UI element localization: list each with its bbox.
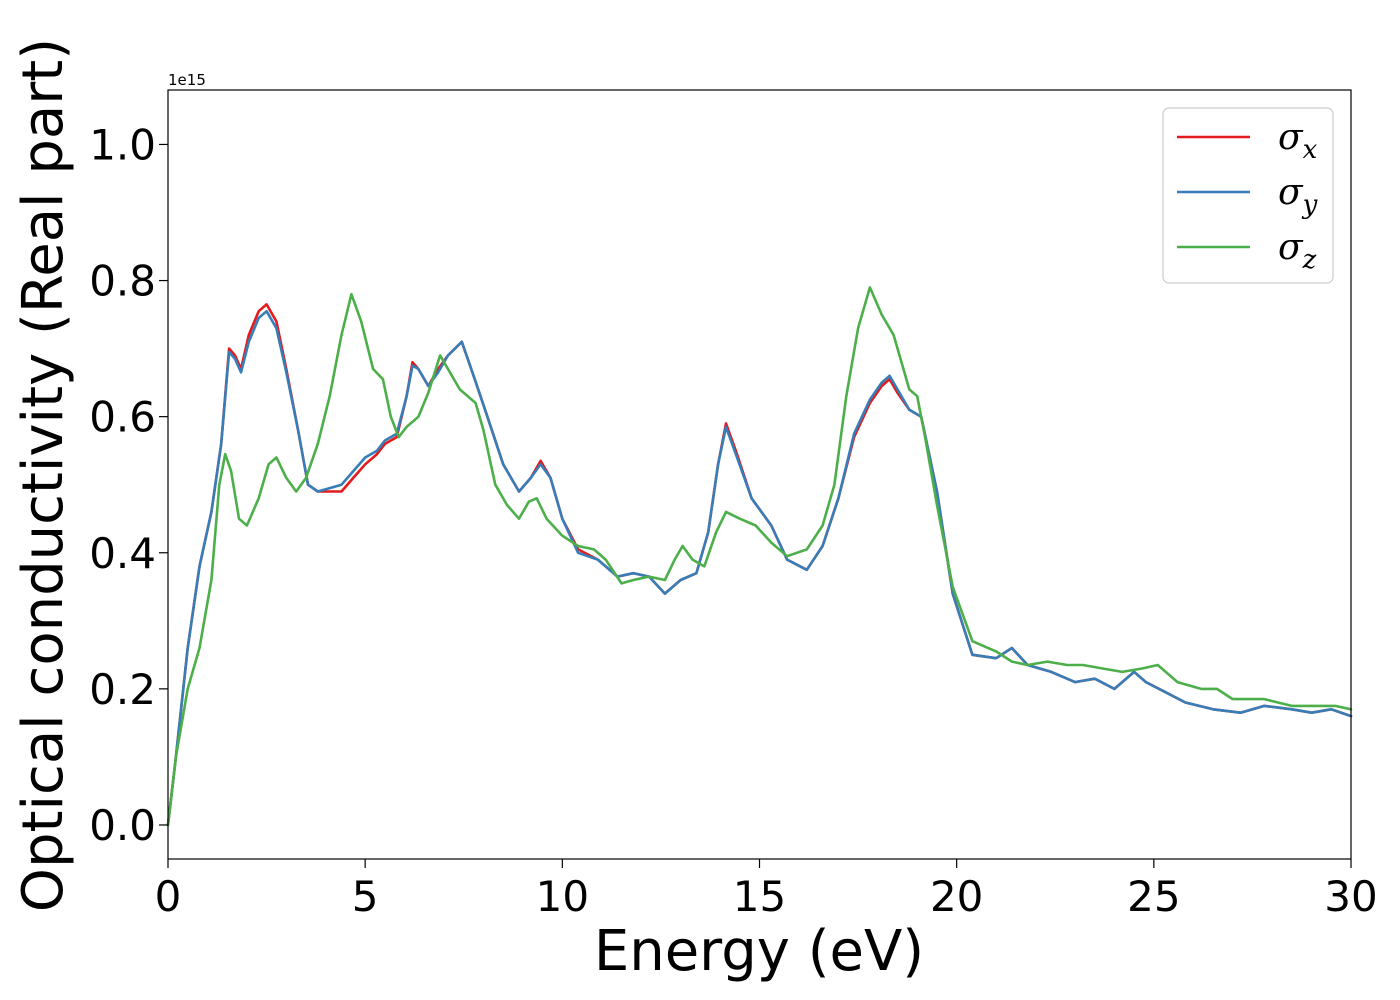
y-axis-ticks: 0.0 0.2 0.4 0.6 0.8 1.0 [89, 120, 168, 850]
y-tick-label: 0.2 [89, 665, 156, 714]
plot-area [168, 90, 1351, 859]
y-tick-label: 0.8 [89, 257, 156, 306]
legend-label-sigma-y: σy [1278, 172, 1318, 220]
y-offset-label: 1e15 [168, 71, 206, 89]
x-axis-ticks: 0 5 10 15 20 25 30 [155, 859, 1378, 921]
y-tick-label: 1.0 [89, 120, 156, 169]
legend-label-sigma-x: σx [1278, 117, 1318, 165]
x-tick-label: 20 [930, 872, 983, 921]
series-line-sigma-y [166, 309, 1353, 827]
legend-box [1162, 107, 1334, 284]
y-tick-label: 0.6 [89, 393, 156, 442]
x-tick-label: 25 [1127, 872, 1180, 921]
series-line-sigma-z [166, 286, 1353, 827]
legend: σx σy σz [1162, 107, 1334, 284]
x-tick-label: 30 [1324, 872, 1377, 921]
x-tick-label: 0 [155, 872, 182, 921]
y-tick-label: 0.0 [89, 801, 156, 850]
x-tick-label: 5 [352, 872, 379, 921]
x-tick-label: 10 [536, 872, 589, 921]
series-layer [166, 286, 1353, 827]
legend-label-sigma-z: σz [1278, 227, 1317, 275]
y-tick-label: 0.4 [89, 529, 156, 578]
x-tick-label: 15 [733, 872, 786, 921]
y-axis-label: Optical conductivity (Real part) [11, 38, 76, 912]
x-axis-label: Energy (eV) [594, 919, 924, 984]
